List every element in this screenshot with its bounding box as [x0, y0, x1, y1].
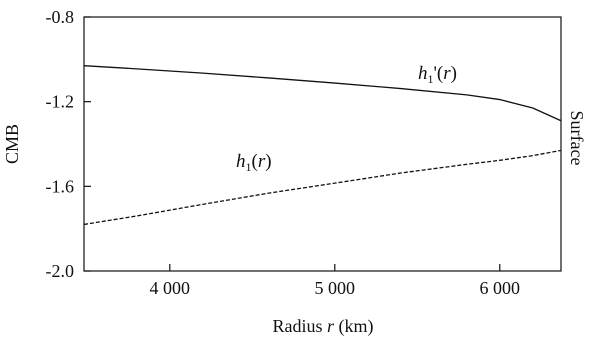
x-axis-title-prefix: Radius: [272, 316, 327, 336]
series-label-h1-base: h: [236, 151, 246, 172]
y-tick-label: -1.2: [46, 92, 75, 112]
y-tick-label: -1.6: [46, 176, 75, 196]
y-tick-label: -2.0: [46, 261, 75, 281]
x-axis-title: Radius r (km): [272, 316, 373, 337]
y-axis-title-left: CMB: [2, 124, 22, 164]
x-tick-label: 4 000: [150, 278, 191, 298]
y-tick-label: -0.8: [46, 7, 75, 27]
x-axis-title-suffix: (km): [334, 316, 374, 337]
ticks-layer: -2.0 -1.6 -1.2 -0.8 4 000 5 000 6 000: [46, 7, 521, 298]
series-label-h1-prime-rest: '(: [434, 63, 444, 84]
y-axis-title-right: Surface: [567, 111, 587, 166]
plot-frame-layer: [83, 16, 562, 272]
x-axis-title-variable: r: [327, 316, 335, 336]
x-tick-label: 5 000: [315, 278, 356, 298]
series-label-h1-prime-sub: 1: [428, 72, 434, 86]
series-label-h1-prime-close: ): [451, 63, 457, 84]
series-label-h1-prime-var: r: [443, 63, 451, 84]
series-label-h1-var: r: [258, 151, 266, 172]
series-label-h1-rest: (: [252, 151, 258, 172]
series-line-h1-prime: [83, 65, 562, 122]
series-layer: [83, 65, 562, 226]
x-tick-label: 6 000: [480, 278, 521, 298]
series-label-h1-close: ): [265, 151, 271, 172]
series-label-h1-prime-base: h: [418, 63, 428, 84]
series-label-h1: h1(r): [236, 151, 272, 174]
series-label-h1-prime: h1'(r): [418, 63, 457, 86]
series-label-h1-sub: 1: [246, 160, 252, 174]
series-line-h1: [83, 149, 562, 226]
plot-frame: [83, 16, 562, 272]
